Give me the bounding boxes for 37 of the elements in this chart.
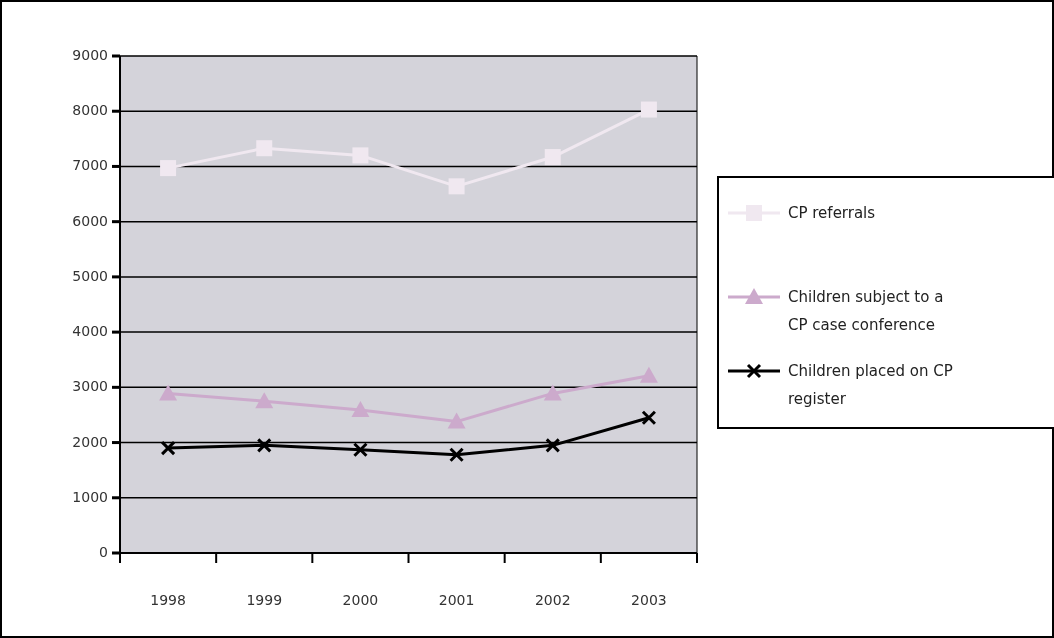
point <box>352 147 369 164</box>
point <box>351 400 370 417</box>
point <box>545 437 561 453</box>
point <box>256 140 273 157</box>
point <box>352 442 368 458</box>
legend-label: Children subject to a CP case conference <box>788 287 944 334</box>
x-tick-label: 1999 <box>246 592 283 608</box>
point <box>448 178 465 195</box>
y-tick-label: 8000 <box>72 102 108 119</box>
point <box>159 384 178 401</box>
y-tick-label: 1000 <box>72 488 108 505</box>
legend-label: CP referrals <box>788 203 876 222</box>
x-tick-label: 2002 <box>534 592 571 608</box>
point <box>447 412 466 429</box>
point <box>543 384 562 401</box>
x-tick-label: 1998 <box>150 592 186 608</box>
y-tick-label: 4000 <box>72 323 108 340</box>
point <box>255 392 274 409</box>
y-tick-label: 9000 <box>72 47 108 63</box>
point <box>640 101 657 118</box>
point <box>160 440 176 456</box>
point <box>641 410 657 426</box>
y-tick-label: 6000 <box>72 212 108 229</box>
legend-label: Children placed on CP register <box>788 361 953 408</box>
y-tick-label: 0 <box>99 544 108 560</box>
x-tick-label: 2001 <box>438 592 475 608</box>
y-tick-label: 5000 <box>72 267 108 284</box>
y-tick-label: 7000 <box>72 157 108 174</box>
point <box>544 149 561 166</box>
y-tick-label: 3000 <box>72 378 108 395</box>
point <box>256 437 272 453</box>
point <box>160 160 177 177</box>
x-tick-label: 2000 <box>342 592 379 608</box>
point <box>449 447 465 463</box>
y-tick-label: 2000 <box>72 433 108 450</box>
x-tick-label: 2003 <box>631 592 667 608</box>
point <box>639 366 658 383</box>
